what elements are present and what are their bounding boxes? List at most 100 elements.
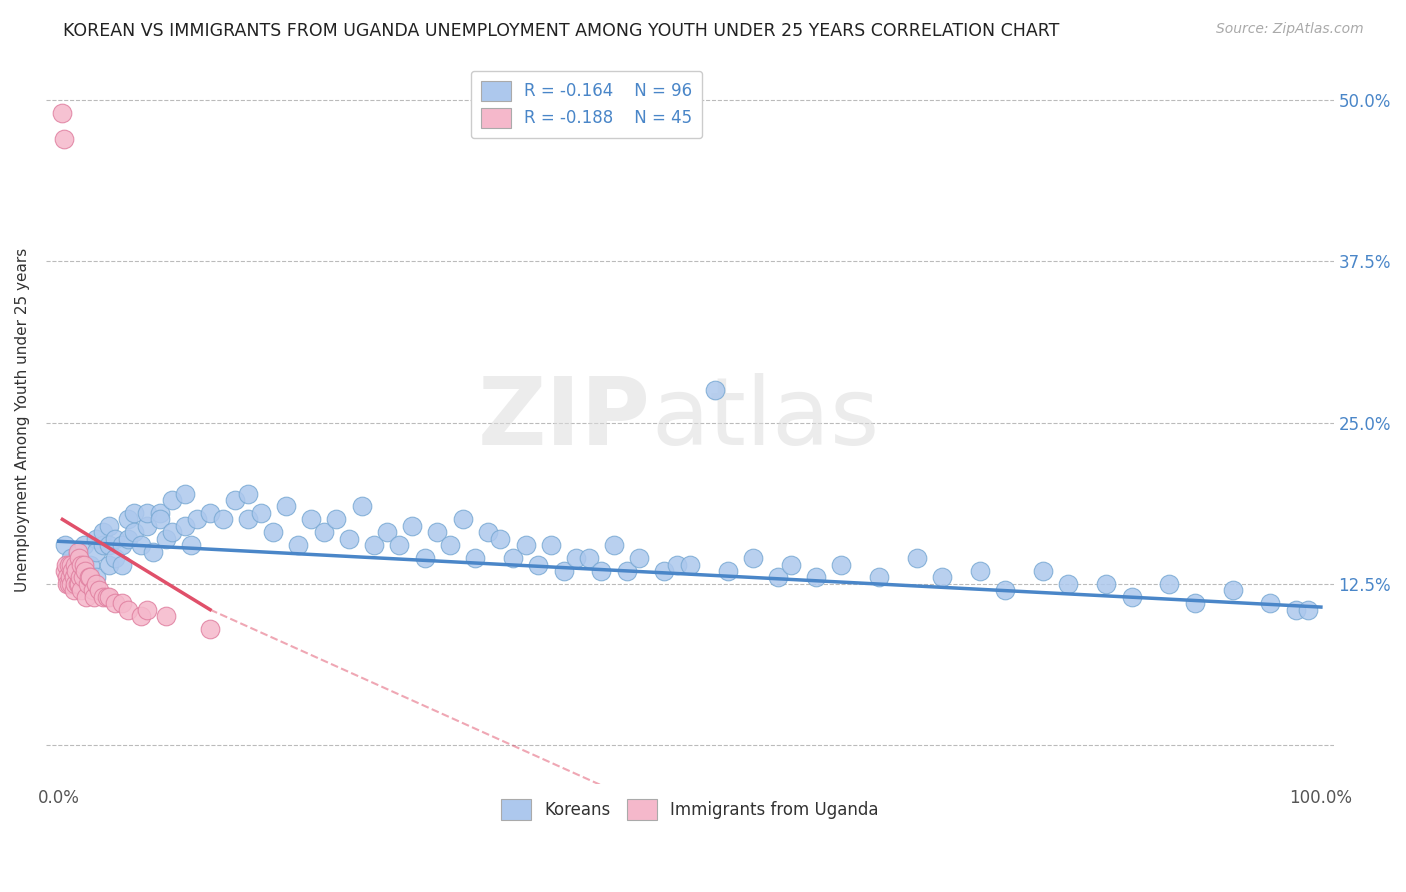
Point xyxy=(91,538,114,552)
Point xyxy=(741,551,763,566)
Point xyxy=(565,551,588,566)
Point xyxy=(73,538,96,552)
Point xyxy=(53,564,76,578)
Text: ZIP: ZIP xyxy=(478,374,651,466)
Point xyxy=(136,506,159,520)
Point xyxy=(86,570,108,584)
Point xyxy=(173,518,195,533)
Point xyxy=(148,506,170,520)
Point xyxy=(1260,596,1282,610)
Point xyxy=(603,538,626,552)
Point xyxy=(236,512,259,526)
Point xyxy=(717,564,740,578)
Point xyxy=(628,551,651,566)
Point xyxy=(249,506,271,520)
Point xyxy=(70,558,93,572)
Point xyxy=(502,551,524,566)
Point xyxy=(236,486,259,500)
Point xyxy=(77,570,100,584)
Point xyxy=(73,564,96,578)
Point xyxy=(148,512,170,526)
Point xyxy=(98,518,121,533)
Point xyxy=(60,577,83,591)
Legend: Koreans, Immigrants from Uganda: Koreans, Immigrants from Uganda xyxy=(494,793,886,826)
Point xyxy=(704,384,727,398)
Point xyxy=(477,525,499,540)
Point xyxy=(155,532,177,546)
Point xyxy=(401,518,423,533)
Point xyxy=(804,570,827,584)
Point xyxy=(66,544,89,558)
Point xyxy=(124,506,146,520)
Point xyxy=(67,551,90,566)
Point xyxy=(53,538,76,552)
Point xyxy=(540,538,562,552)
Point xyxy=(66,577,89,591)
Y-axis label: Unemployment Among Youth under 25 years: Unemployment Among Youth under 25 years xyxy=(15,247,30,591)
Point xyxy=(591,564,613,578)
Point xyxy=(56,577,79,591)
Point xyxy=(160,493,183,508)
Point xyxy=(129,538,152,552)
Point xyxy=(779,558,801,572)
Point xyxy=(65,564,87,578)
Point xyxy=(75,564,97,578)
Point xyxy=(969,564,991,578)
Point xyxy=(136,518,159,533)
Point xyxy=(117,602,139,616)
Point xyxy=(79,558,101,572)
Point xyxy=(79,570,101,584)
Point xyxy=(489,532,512,546)
Point xyxy=(224,493,246,508)
Point xyxy=(117,512,139,526)
Point xyxy=(616,564,638,578)
Point xyxy=(111,538,134,552)
Point xyxy=(136,602,159,616)
Text: Source: ZipAtlas.com: Source: ZipAtlas.com xyxy=(1216,22,1364,37)
Point xyxy=(87,583,110,598)
Point xyxy=(388,538,411,552)
Point xyxy=(426,525,449,540)
Point xyxy=(60,558,83,572)
Point xyxy=(73,558,96,572)
Point xyxy=(830,558,852,572)
Point xyxy=(55,558,77,572)
Point xyxy=(211,512,233,526)
Point xyxy=(124,525,146,540)
Point xyxy=(67,577,90,591)
Point xyxy=(262,525,284,540)
Point xyxy=(299,512,322,526)
Point xyxy=(1285,602,1308,616)
Point xyxy=(198,622,221,636)
Point xyxy=(931,570,953,584)
Point xyxy=(363,538,385,552)
Point xyxy=(86,544,108,558)
Point xyxy=(82,583,104,598)
Point xyxy=(52,132,75,146)
Point xyxy=(104,532,127,546)
Point xyxy=(1159,577,1181,591)
Point xyxy=(98,590,121,604)
Point xyxy=(75,590,97,604)
Point xyxy=(62,564,84,578)
Point xyxy=(1032,564,1054,578)
Point xyxy=(375,525,398,540)
Text: atlas: atlas xyxy=(651,374,879,466)
Point xyxy=(1222,583,1244,598)
Point xyxy=(186,512,208,526)
Point xyxy=(994,583,1017,598)
Point xyxy=(60,551,83,566)
Point xyxy=(83,590,105,604)
Point xyxy=(274,500,297,514)
Point xyxy=(451,512,474,526)
Point xyxy=(104,596,127,610)
Point xyxy=(58,558,80,572)
Point xyxy=(91,525,114,540)
Point xyxy=(679,558,702,572)
Point xyxy=(104,551,127,566)
Point xyxy=(70,583,93,598)
Point xyxy=(1296,602,1319,616)
Point xyxy=(66,547,89,561)
Point xyxy=(337,532,360,546)
Point xyxy=(51,106,73,120)
